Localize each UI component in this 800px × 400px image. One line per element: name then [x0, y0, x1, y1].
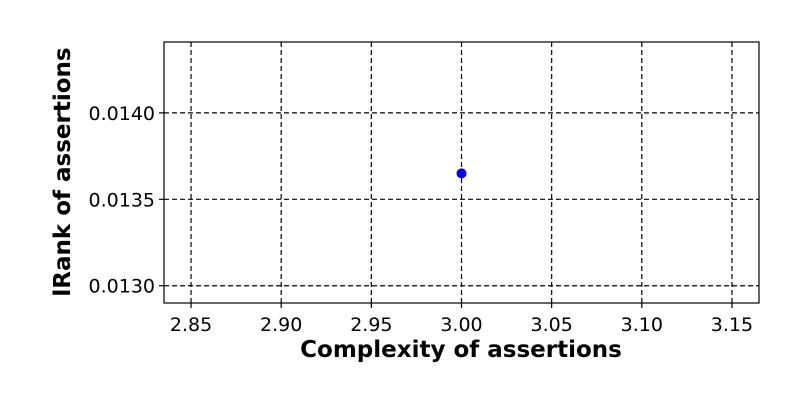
plot-frame	[163, 41, 760, 304]
x-tick-label: 3.10	[621, 314, 663, 336]
x-tick-label: 2.85	[170, 314, 212, 336]
y-tick-label: 0.0135	[89, 189, 155, 211]
x-tick-label: 2.90	[260, 314, 302, 336]
x-tick-label: 3.00	[440, 314, 482, 336]
data-point	[456, 168, 467, 179]
x-tick-label: 2.95	[350, 314, 392, 336]
y-tick-label: 0.0140	[89, 103, 155, 125]
x-axis-label: Complexity of assertions	[300, 337, 622, 363]
y-axis-label: lRank of assertions	[50, 47, 76, 296]
y-tick-label: 0.0130	[89, 276, 155, 298]
grid	[164, 42, 759, 303]
data-points	[456, 168, 467, 179]
x-tick-label: 3.05	[530, 314, 572, 336]
x-tick-label: 3.15	[711, 314, 753, 336]
axis-ticks: 2.85 2.90 2.95 3.00 3.05 3.10 3.15 0.0130 0.0135…	[89, 103, 754, 336]
